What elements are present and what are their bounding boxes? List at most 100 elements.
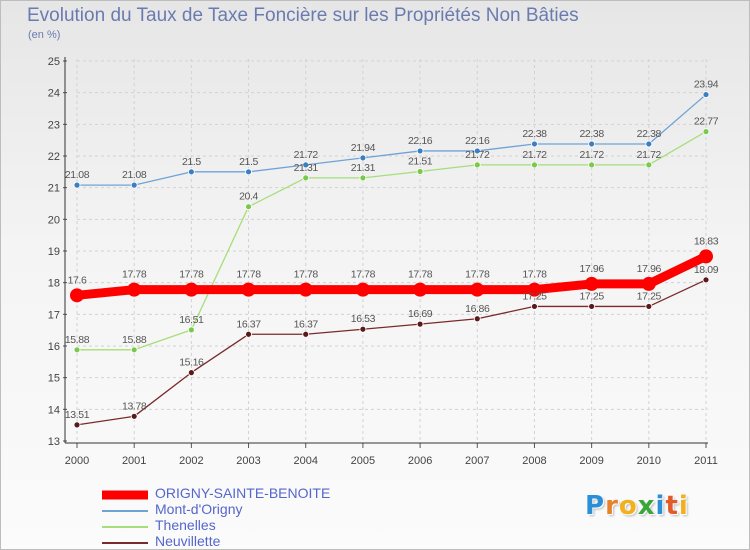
data-label-origny-sainte-benoite: 17.6 <box>68 274 87 286</box>
series-line-origny-sainte-benoite <box>72 251 711 300</box>
legend-label-neuvillette: Neuvillette <box>155 533 221 549</box>
data-label-mont-d-origny: 22.38 <box>579 128 604 140</box>
data-point-mont-d-origny <box>187 168 195 176</box>
data-point-mont-d-origny <box>73 181 81 189</box>
data-point-neuvillette <box>702 276 710 284</box>
series-line-thenelles <box>76 130 707 351</box>
legend-swatch-neuvillette <box>102 542 148 544</box>
data-label-neuvillette: 16.37 <box>236 318 261 330</box>
data-label-mont-d-origny: 21.94 <box>351 142 376 154</box>
data-label-thenelles: 21.31 <box>294 162 319 174</box>
data-label-mont-d-origny: 21.08 <box>122 169 147 181</box>
data-label-neuvillette: 16.53 <box>351 313 376 325</box>
data-point-thenelles <box>73 346 81 354</box>
x-tick-label: 2003 <box>236 455 260 467</box>
data-point-origny-sainte-benoite <box>70 288 84 303</box>
grid-lines <box>76 59 708 441</box>
data-point-mont-d-origny <box>588 140 596 148</box>
logo-letter: i <box>678 491 689 521</box>
data-point-neuvillette <box>416 320 424 328</box>
data-point-mont-d-origny <box>702 91 710 98</box>
data-point-neuvillette <box>187 369 195 377</box>
data-label-mont-d-origny: 21.08 <box>65 169 90 181</box>
data-label-origny-sainte-benoite: 17.96 <box>637 263 662 275</box>
data-point-mont-d-origny <box>416 147 424 155</box>
data-point-origny-sainte-benoite <box>641 276 656 291</box>
data-point-mont-d-origny <box>245 168 252 176</box>
data-label-neuvillette: 16.69 <box>408 308 433 320</box>
data-point-origny-sainte-benoite <box>470 282 485 297</box>
logo-letter: x <box>637 491 656 521</box>
data-label-origny-sainte-benoite: 17.78 <box>179 269 204 281</box>
data-label-neuvillette: 17.25 <box>522 290 547 302</box>
data-point-neuvillette <box>473 315 481 323</box>
y-tick-label: 25 <box>48 56 60 68</box>
data-label-mont-d-origny: 22.38 <box>637 128 662 140</box>
y-tick-label: 13 <box>48 436 60 448</box>
data-point-thenelles <box>416 168 424 175</box>
y-tick-label: 14 <box>48 404 60 416</box>
data-label-origny-sainte-benoite: 17.78 <box>351 269 376 281</box>
data-point-thenelles <box>473 161 481 169</box>
data-point-origny-sainte-benoite <box>584 276 599 291</box>
logo-letter: o <box>618 491 638 521</box>
data-label-neuvillette: 13.51 <box>65 409 90 421</box>
series-line-neuvillette <box>76 279 707 426</box>
x-tick-label: 2000 <box>65 455 89 467</box>
chart-title: Evolution du Taux de Taxe Foncière sur l… <box>27 5 579 26</box>
data-point-origny-sainte-benoite <box>127 282 142 297</box>
y-unit-label: (en %) <box>28 29 61 41</box>
data-label-origny-sainte-benoite: 17.78 <box>294 269 319 281</box>
data-point-thenelles <box>588 161 596 169</box>
legend-label-thenelles: Thenelles <box>155 517 216 533</box>
data-label-neuvillette: 16.37 <box>294 318 319 330</box>
data-label-thenelles: 15.88 <box>122 334 147 346</box>
data-point-neuvillette <box>588 303 596 310</box>
proxiti-logo: Proxiti <box>585 491 689 521</box>
data-point-neuvillette <box>302 330 310 338</box>
data-point-mont-d-origny <box>473 147 481 155</box>
legend-swatch-thenelles <box>102 526 148 528</box>
y-tick-label: 15 <box>48 373 60 385</box>
data-label-thenelles: 21.72 <box>522 149 547 161</box>
data-label-thenelles: 20.4 <box>239 191 258 203</box>
data-label-origny-sainte-benoite: 17.78 <box>236 269 261 281</box>
data-label-origny-sainte-benoite: 17.78 <box>408 269 433 281</box>
x-tick-label: 2002 <box>179 455 203 467</box>
data-point-thenelles <box>531 161 538 169</box>
data-label-mont-d-origny: 21.72 <box>294 149 319 161</box>
y-tick-label: 22 <box>48 151 60 163</box>
logo-letter: P <box>585 491 606 521</box>
data-label-mont-d-origny: 23.94 <box>694 79 719 91</box>
legend-label-mont-dorigny: Mont-d'Origny <box>155 501 243 517</box>
x-tick-label: 2010 <box>637 455 661 467</box>
data-label-thenelles: 16.51 <box>179 314 204 326</box>
data-point-thenelles <box>130 346 138 354</box>
data-label-thenelles: 21.72 <box>579 149 604 161</box>
data-label-neuvillette: 17.25 <box>637 290 662 302</box>
data-point-thenelles <box>245 203 252 211</box>
data-label-neuvillette: 16.86 <box>465 303 490 315</box>
y-tick-label: 16 <box>48 341 60 353</box>
data-point-thenelles <box>187 326 195 334</box>
data-point-origny-sainte-benoite <box>413 282 428 297</box>
data-point-mont-d-origny <box>302 161 310 169</box>
data-label-thenelles: 15.88 <box>65 334 90 346</box>
data-point-neuvillette <box>359 325 367 333</box>
data-label-origny-sainte-benoite: 17.78 <box>465 269 490 281</box>
data-point-thenelles <box>645 161 653 169</box>
data-point-origny-sainte-benoite <box>298 282 313 297</box>
y-tick-label: 23 <box>48 119 60 131</box>
data-label-neuvillette: 15.16 <box>179 357 204 369</box>
data-label-mont-d-origny: 22.16 <box>408 135 433 147</box>
data-point-neuvillette <box>245 330 252 338</box>
logo-letter: i <box>655 491 666 521</box>
y-tick-label: 17 <box>48 309 60 321</box>
data-label-neuvillette: 13.78 <box>122 400 147 412</box>
data-label-thenelles: 21.51 <box>408 156 433 168</box>
data-point-mont-d-origny <box>531 140 538 148</box>
data-labels: 21.08 21.08 21.5 21.5 21.72 21.94 22.16 22.16 22… <box>65 79 719 421</box>
data-label-origny-sainte-benoite: 17.78 <box>522 269 547 281</box>
y-tick-label: 24 <box>48 88 60 100</box>
